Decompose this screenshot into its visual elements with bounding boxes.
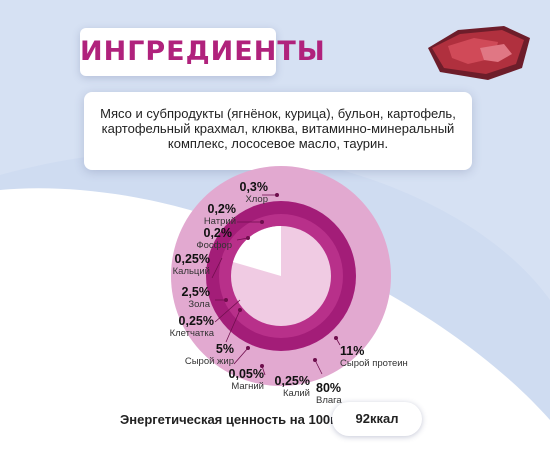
label-potassium: 0,25% Калий [262, 374, 310, 400]
label-chlorine: 0,3% Хлор [218, 180, 269, 206]
label-name: Натрий [203, 216, 236, 227]
label-value: 80% [316, 381, 342, 395]
label-value: 5% [215, 342, 234, 356]
energy-label: Энергетическая ценность на 100г [120, 412, 336, 427]
center-wedge [233, 226, 281, 276]
label-ash: 2,5% Зола [160, 285, 211, 311]
label-value: 11% [340, 344, 365, 358]
ingredients-box: Мясо и субпродукты (ягнёнок, курица), бу… [84, 92, 472, 170]
label-fiber: 0,25% Клетчатка [150, 314, 214, 340]
label-protein: 11% Сырой протеин [340, 344, 420, 370]
leader-dots [224, 193, 338, 368]
label-value: 0,2% [207, 202, 237, 216]
label-name: Хлор [245, 194, 268, 205]
label-sodium: 0,2% Натрий [180, 202, 237, 228]
ingredients-text: Мясо и субпродукты (ягнёнок, курица), бу… [100, 106, 456, 151]
label-name: Фосфор [196, 240, 232, 251]
label-name: Магний [231, 381, 264, 392]
meat-piece-image [428, 26, 530, 80]
label-value: 0,05% [228, 367, 264, 381]
label-phosphorus: 0,2% Фосфор [176, 226, 233, 252]
label-name: Клетчатка [169, 328, 214, 339]
label-value: 0,25% [274, 374, 310, 388]
label-value: 0,25% [178, 314, 214, 328]
label-calcium: 0,25% Кальций [150, 252, 210, 278]
label-name: Сырой протеин [340, 358, 408, 369]
label-name: Влага [316, 395, 342, 406]
label-name: Зола [188, 299, 210, 310]
label-name: Сырой жир [184, 356, 234, 367]
label-moisture: 80% Влага [316, 381, 356, 407]
energy-value: 92ккал [355, 411, 399, 426]
label-value: 2,5% [181, 285, 211, 299]
label-fat: 5% Сырой жир [166, 342, 234, 368]
label-value: 0,3% [239, 180, 269, 194]
label-name: Кальций [172, 266, 210, 277]
label-value: 0,25% [174, 252, 210, 266]
label-name: Калий [283, 388, 310, 399]
label-magnesium: 0,05% Магний [214, 367, 264, 393]
energy-badge: 92ккал [332, 402, 422, 436]
label-value: 0,2% [203, 226, 233, 240]
